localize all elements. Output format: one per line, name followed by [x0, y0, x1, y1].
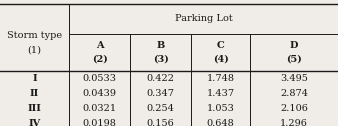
Text: B: B [156, 41, 165, 50]
Text: I: I [32, 74, 37, 83]
Text: (2): (2) [92, 55, 107, 64]
Text: 1.437: 1.437 [207, 89, 235, 98]
Text: 2.874: 2.874 [280, 89, 308, 98]
Text: II: II [30, 89, 39, 98]
Text: 3.495: 3.495 [280, 74, 308, 83]
Text: 0.422: 0.422 [147, 74, 174, 83]
Text: 1.053: 1.053 [207, 104, 235, 113]
Text: Parking Lot: Parking Lot [175, 14, 233, 23]
Text: III: III [28, 104, 42, 113]
Text: D: D [290, 41, 298, 50]
Text: 0.648: 0.648 [207, 119, 235, 126]
Text: (4): (4) [213, 55, 228, 64]
Text: 0.347: 0.347 [147, 89, 174, 98]
Text: 0.254: 0.254 [147, 104, 174, 113]
Text: 0.0533: 0.0533 [83, 74, 117, 83]
Text: (3): (3) [153, 55, 168, 64]
Text: 2.106: 2.106 [280, 104, 308, 113]
Text: Storm type: Storm type [7, 31, 62, 40]
Text: (1): (1) [28, 45, 42, 54]
Text: A: A [96, 41, 103, 50]
Text: 0.0321: 0.0321 [83, 104, 117, 113]
Text: C: C [217, 41, 224, 50]
Text: 1.748: 1.748 [207, 74, 235, 83]
Text: 1.296: 1.296 [280, 119, 308, 126]
Text: 0.0439: 0.0439 [83, 89, 117, 98]
Text: IV: IV [28, 119, 41, 126]
Text: (5): (5) [286, 55, 302, 64]
Text: 0.156: 0.156 [147, 119, 174, 126]
Text: 0.0198: 0.0198 [83, 119, 117, 126]
